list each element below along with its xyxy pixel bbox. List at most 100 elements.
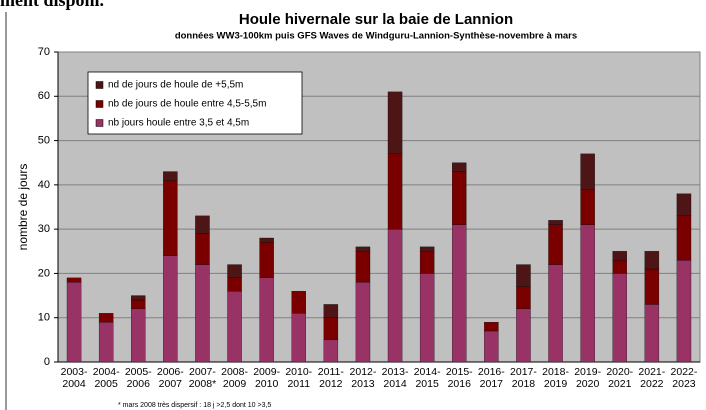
x-tick-label: 2021 (608, 378, 632, 390)
legend-swatch (95, 119, 104, 127)
x-tick-label: 2013- (382, 366, 409, 378)
x-tick-label: 2009- (253, 366, 280, 378)
bar-segment (676, 193, 692, 217)
x-tick-label: 2007 (159, 378, 183, 390)
x-tick-label: 2011 (287, 378, 310, 390)
x-tick-label: 2021- (638, 366, 665, 378)
x-tick-label: 2012- (350, 366, 377, 378)
bar-segment (131, 295, 146, 301)
bar-segment (644, 251, 660, 270)
legend-swatch (95, 81, 104, 89)
bar-segment (452, 171, 467, 225)
bar-segment (291, 290, 306, 314)
x-tick-label: 2015- (446, 366, 473, 378)
chart-subtitle: données WW3-100km puis GFS Waves de Wind… (175, 31, 577, 42)
bar-segment (98, 313, 114, 323)
x-tick-label: 2019 (544, 378, 568, 390)
bar-segment (484, 330, 499, 363)
y-tick-label: 30 (38, 223, 50, 235)
bar-segment (291, 313, 306, 363)
y-tick-label: 10 (38, 312, 50, 324)
x-tick-label: 2013 (351, 378, 375, 390)
bar-segment (612, 259, 627, 274)
footnote: * mars 2008 très dispersif : 18 j >2,5 d… (118, 402, 271, 409)
bar-segment (484, 321, 499, 332)
bar-segment (548, 224, 563, 265)
bar-segment (323, 317, 339, 341)
bar-segment (516, 308, 531, 363)
y-tick-label: 20 (38, 267, 50, 279)
x-tick-label: 2006 (127, 378, 151, 390)
x-tick-label: 2003- (61, 366, 88, 378)
x-tick-label: 2007- (189, 366, 216, 378)
bar-segment (580, 224, 595, 363)
y-tick-label: 70 (38, 46, 50, 58)
x-tick-label: 2005 (94, 378, 118, 390)
x-tick-label: 2010 (255, 378, 279, 390)
bar-segment (98, 321, 114, 363)
legend-label: nb de jours de houle entre 4,5-5,5m (108, 99, 266, 110)
bar-segment (580, 153, 595, 190)
bar-segment (548, 264, 563, 363)
x-tick-label: 2018- (542, 366, 569, 378)
bar-segment (548, 220, 563, 225)
bar-segment (387, 91, 403, 155)
y-tick-label: 50 (38, 134, 50, 146)
bar-segment (259, 237, 274, 243)
bar-segment (516, 286, 531, 310)
bar-segment (419, 246, 435, 252)
bar-segment (163, 171, 178, 181)
x-tick-label: 2020 (576, 378, 600, 390)
bar-segment (227, 290, 242, 363)
y-axis-label: nombre de jours (16, 164, 30, 251)
bar-segment (227, 264, 242, 279)
x-tick-label: 2010- (285, 366, 312, 378)
bar-segment (227, 277, 242, 292)
x-tick-label: 2004- (93, 366, 120, 378)
legend-label: nd de jours de houle de +5,5m (108, 80, 243, 91)
x-tick-label: 2019- (574, 366, 601, 378)
x-tick-label: 2008* (189, 378, 216, 390)
bar-segment (355, 282, 371, 363)
x-tick-label: 2023 (672, 378, 696, 390)
bar-segment (676, 215, 692, 261)
bar-segment (259, 242, 274, 279)
bar-segment (612, 273, 627, 363)
bar-segment (419, 251, 435, 274)
x-tick-label: 2017 (480, 378, 504, 390)
bar-segment (676, 259, 692, 363)
x-tick-label: 2015 (415, 378, 439, 390)
legend-label: nb jours houle entre 3,5 et 4,5m (108, 118, 249, 129)
bar-segment (195, 233, 210, 265)
x-tick-label: 2008- (221, 366, 248, 378)
bar-segment (131, 299, 146, 310)
top-fragment: ment disponi. (0, 0, 104, 10)
bar-segment (66, 277, 82, 283)
bar-segment (516, 264, 531, 287)
bar-segment (355, 246, 371, 252)
x-tick-label: 2018 (512, 378, 536, 390)
x-tick-label: 2016- (478, 366, 505, 378)
bar-segment (452, 162, 467, 172)
chart-title: Houle hivernale sur la baie de Lannion (239, 11, 513, 28)
x-tick-label: 2022- (671, 366, 698, 378)
bar-segment (66, 282, 82, 363)
x-tick-label: 2006- (157, 366, 184, 378)
bar-segment (259, 277, 274, 363)
x-tick-label: 2004 (62, 378, 86, 390)
legend-box (87, 71, 303, 135)
bar-segment (387, 153, 403, 230)
bar-segment (195, 264, 210, 363)
x-tick-label: 2005- (125, 366, 152, 378)
x-tick-label: 2020- (606, 366, 633, 378)
x-tick-label: 2009 (223, 378, 247, 390)
bar-segment (644, 304, 660, 363)
y-tick-label: 0 (44, 356, 50, 368)
x-tick-label: 2017- (510, 366, 537, 378)
bar-segment (163, 180, 178, 256)
bar-segment (580, 189, 595, 225)
x-tick-label: 2016 (448, 378, 472, 390)
x-tick-label: 2012 (319, 378, 343, 390)
y-tick-label: 40 (38, 179, 50, 191)
